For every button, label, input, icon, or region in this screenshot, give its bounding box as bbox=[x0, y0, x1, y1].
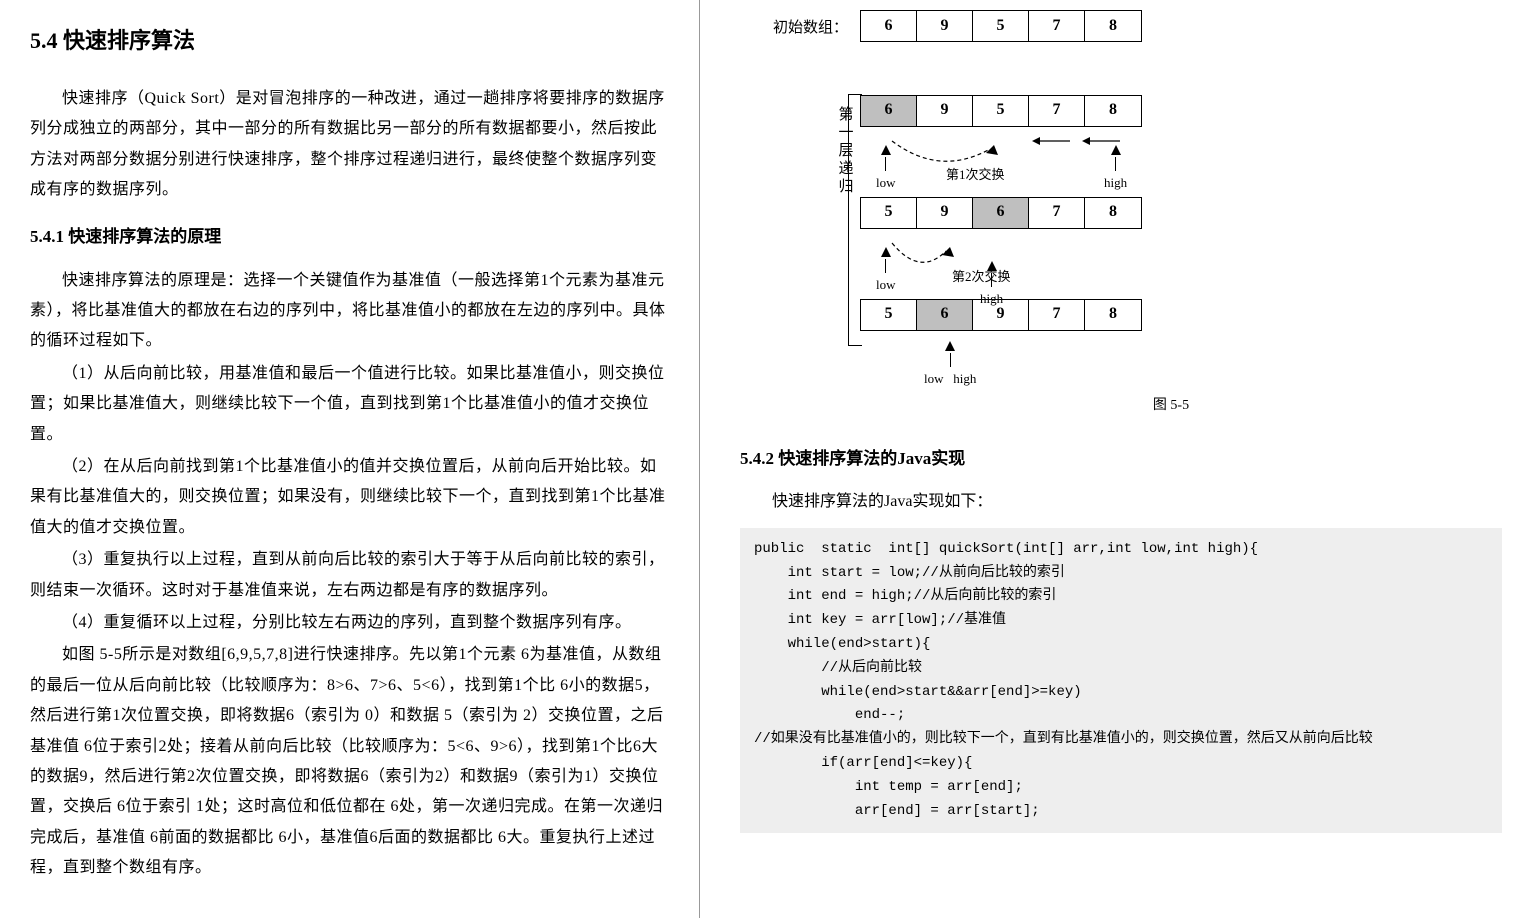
para-step3: （3）重复执行以上过程，直到从前向后比较的索引大于等于从后向前比较的索引，则结束… bbox=[30, 545, 669, 606]
arrow-up-icon bbox=[987, 261, 997, 271]
low-label-2: low bbox=[876, 273, 896, 298]
subsection-542: 5.4.2 快速排序算法的Java实现 bbox=[740, 443, 1502, 475]
quicksort-diagram: 第一层递归 初始数组： 69578 69578 lo bbox=[740, 10, 1502, 419]
low-label-1: low bbox=[876, 171, 896, 196]
diagram-row-init: 初始数组： 69578 bbox=[740, 10, 1502, 43]
arrow-up-icon bbox=[945, 341, 955, 351]
array-cell: 9 bbox=[917, 96, 973, 126]
swap1-label: 第1次交换 bbox=[946, 163, 1005, 188]
bracket-icon bbox=[848, 94, 862, 346]
anno-row-3: low high bbox=[860, 339, 1502, 389]
right-column: 第一层递归 初始数组： 69578 69578 lo bbox=[700, 0, 1522, 918]
array-cell: 6 bbox=[917, 300, 973, 330]
array-cell: 9 bbox=[917, 11, 973, 41]
section-title: 5.4 快速排序算法 bbox=[30, 20, 669, 62]
array-cell: 6 bbox=[861, 96, 917, 126]
arrow-up-icon bbox=[1111, 145, 1121, 155]
java-intro: 快速排序算法的Java实现如下： bbox=[740, 487, 1502, 517]
array-cell: 6 bbox=[861, 11, 917, 41]
para-step1: （1）从后向前比较，用基准值和最后一个值进行比较。如果比基准值小，则交换位置；如… bbox=[30, 359, 669, 450]
high-label-1: high bbox=[1104, 171, 1127, 196]
array-cell: 8 bbox=[1085, 198, 1141, 228]
para-step4: （4）重复循环以上过程，分别比较左右两边的序列，直到整个数据序列有序。 bbox=[30, 608, 669, 638]
init-array-label: 初始数组： bbox=[740, 10, 860, 43]
subsection-541: 5.4.1 快速排序算法的原理 bbox=[30, 221, 669, 253]
array-cell: 7 bbox=[1029, 300, 1085, 330]
para-principle: 快速排序算法的原理是：选择一个关键值作为基准值（一般选择第1个元素为基准元素），… bbox=[30, 266, 669, 357]
array-step2: 59678 bbox=[860, 197, 1142, 229]
high-label-3: high bbox=[953, 371, 976, 386]
array-cell: 5 bbox=[973, 11, 1029, 41]
figure-caption: 图 5-5 bbox=[840, 393, 1502, 420]
array-cell: 7 bbox=[1029, 11, 1085, 41]
array-cell: 8 bbox=[1085, 96, 1141, 126]
intro-para: 快速排序（Quick Sort）是对冒泡排序的一种改进，通过一趟排序将要排序的数… bbox=[30, 84, 669, 206]
left-column: 5.4 快速排序算法 快速排序（Quick Sort）是对冒泡排序的一种改进，通… bbox=[0, 0, 700, 918]
array-cell: 5 bbox=[861, 198, 917, 228]
java-code-block: public static int[] quickSort(int[] arr,… bbox=[740, 528, 1502, 834]
array-cell: 5 bbox=[861, 300, 917, 330]
anno-row-1: low 第1次交换 high bbox=[860, 135, 1502, 197]
array-cell: 6 bbox=[973, 198, 1029, 228]
array-cell: 9 bbox=[917, 198, 973, 228]
array-cell: 7 bbox=[1029, 96, 1085, 126]
array-initial: 69578 bbox=[860, 10, 1142, 42]
para-example: 如图 5-5所示是对数组[6,9,5,7,8]进行快速排序。先以第1个元素 6为… bbox=[30, 640, 669, 883]
array-cell: 7 bbox=[1029, 198, 1085, 228]
low-label-3: low bbox=[924, 371, 944, 386]
array-cell: 8 bbox=[1085, 11, 1141, 41]
array-cell: 5 bbox=[973, 96, 1029, 126]
array-cell: 8 bbox=[1085, 300, 1141, 330]
high-label-2: high bbox=[980, 287, 1003, 312]
para-step2: （2）在从后向前找到第1个比基准值小的值并交换位置后，从前向后开始比较。如果有比… bbox=[30, 452, 669, 543]
arrow-up-icon bbox=[881, 145, 891, 155]
arrow-up-icon bbox=[881, 247, 891, 257]
array-step1: 69578 bbox=[860, 95, 1142, 127]
anno-row-2: low 第2次交换 high bbox=[860, 237, 1502, 299]
